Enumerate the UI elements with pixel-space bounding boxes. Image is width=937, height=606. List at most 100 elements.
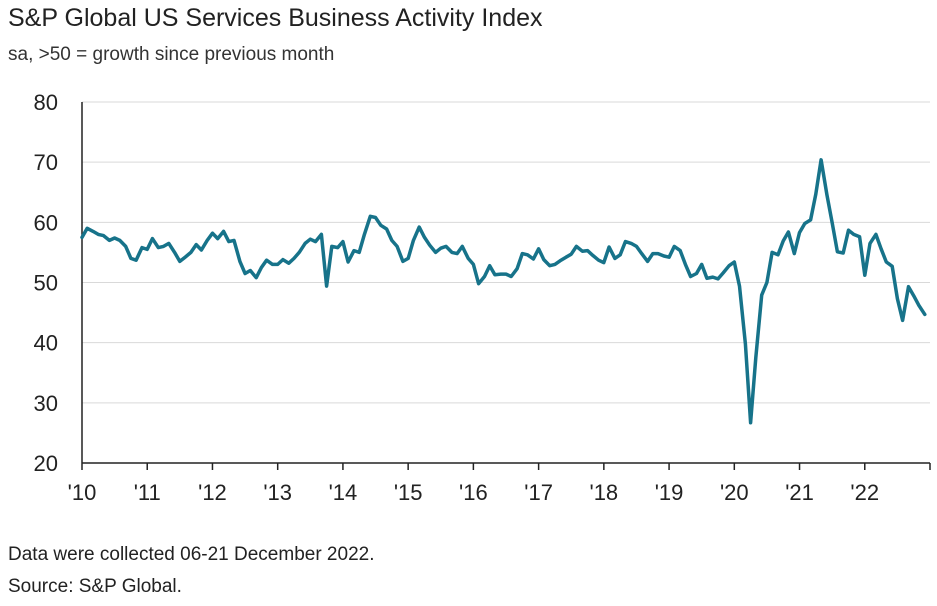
gridlines bbox=[82, 101, 930, 404]
data-point bbox=[129, 257, 132, 260]
data-point bbox=[281, 258, 284, 261]
data-point bbox=[722, 271, 725, 274]
data-point bbox=[586, 249, 589, 252]
data-point bbox=[842, 252, 845, 255]
data-point bbox=[162, 245, 165, 248]
data-point bbox=[814, 193, 817, 196]
data-point bbox=[439, 247, 442, 250]
y-tick-label: 60 bbox=[34, 210, 58, 235]
y-tick-label: 40 bbox=[34, 331, 58, 356]
data-point bbox=[86, 227, 89, 230]
x-tick-label: '19 bbox=[655, 480, 684, 505]
data-point bbox=[314, 240, 317, 243]
data-point bbox=[684, 263, 687, 266]
data-point bbox=[689, 275, 692, 278]
data-point bbox=[516, 267, 519, 270]
axes bbox=[81, 102, 930, 464]
data-point bbox=[238, 260, 241, 263]
x-tick-label: '18 bbox=[590, 480, 619, 505]
y-tick-label: 70 bbox=[34, 150, 58, 175]
data-point bbox=[467, 257, 470, 260]
data-point bbox=[597, 259, 600, 262]
x-tick-label: '16 bbox=[459, 480, 488, 505]
data-point bbox=[146, 248, 149, 251]
data-point bbox=[777, 253, 780, 256]
data-point bbox=[700, 263, 703, 266]
data-point bbox=[347, 261, 350, 264]
data-point bbox=[428, 244, 431, 247]
data-point bbox=[412, 239, 415, 242]
x-tick-label: '17 bbox=[524, 480, 553, 505]
data-collection-note: Data were collected 06-21 December 2022. bbox=[8, 544, 375, 565]
data-point bbox=[488, 264, 491, 267]
data-point bbox=[847, 229, 850, 232]
data-point bbox=[624, 240, 627, 243]
data-point bbox=[608, 246, 611, 249]
source-note: Source: S&P Global. bbox=[8, 576, 182, 597]
data-point bbox=[173, 251, 176, 254]
data-point bbox=[287, 262, 290, 265]
data-point bbox=[249, 269, 252, 272]
data-point bbox=[782, 240, 785, 243]
data-point bbox=[575, 245, 578, 248]
data-point bbox=[711, 276, 714, 279]
data-point bbox=[559, 259, 562, 262]
data-point bbox=[668, 256, 671, 259]
data-point bbox=[477, 282, 480, 285]
data-point bbox=[184, 256, 187, 259]
data-point bbox=[325, 285, 328, 288]
data-point bbox=[581, 250, 584, 253]
data-point bbox=[728, 264, 731, 267]
data-point bbox=[831, 221, 834, 224]
data-point bbox=[374, 216, 377, 219]
data-point bbox=[738, 285, 741, 288]
data-point bbox=[167, 242, 170, 245]
data-point bbox=[852, 233, 855, 236]
data-point bbox=[461, 245, 464, 248]
data-point bbox=[304, 242, 307, 245]
data-point bbox=[825, 193, 828, 196]
data-point bbox=[630, 242, 633, 245]
data-point bbox=[260, 266, 263, 269]
series-group bbox=[80, 158, 927, 425]
x-tick-label: '14 bbox=[329, 480, 358, 505]
data-point bbox=[330, 245, 333, 248]
data-point bbox=[532, 258, 535, 261]
data-point bbox=[353, 249, 356, 252]
data-point bbox=[401, 260, 404, 263]
data-point bbox=[619, 253, 622, 256]
data-point bbox=[836, 250, 839, 253]
data-point bbox=[657, 252, 660, 255]
data-point bbox=[793, 252, 796, 255]
data-point bbox=[244, 272, 247, 275]
data-point bbox=[765, 281, 768, 284]
y-axis-ticks: 20 30 40 50 60 70 80 bbox=[34, 90, 58, 476]
series-line bbox=[80, 158, 927, 425]
data-point bbox=[309, 238, 312, 241]
data-point bbox=[200, 249, 203, 252]
data-point bbox=[863, 274, 866, 277]
data-point bbox=[276, 263, 279, 266]
data-point bbox=[434, 251, 437, 254]
data-point bbox=[141, 246, 144, 249]
data-point bbox=[102, 234, 105, 237]
data-point bbox=[717, 277, 720, 280]
x-tick-label: '10 bbox=[68, 480, 97, 505]
data-point bbox=[820, 158, 823, 161]
data-point bbox=[157, 246, 160, 249]
chart-subtitle: sa, >50 = growth since previous month bbox=[8, 44, 335, 65]
data-point bbox=[195, 243, 198, 246]
data-point bbox=[521, 252, 524, 255]
data-point bbox=[885, 261, 888, 264]
data-point bbox=[787, 231, 790, 234]
data-point bbox=[673, 245, 676, 248]
y-tick-label: 50 bbox=[34, 271, 58, 296]
data-point bbox=[293, 257, 296, 260]
data-point bbox=[456, 252, 459, 255]
data-point bbox=[542, 258, 545, 261]
y-tick-label: 30 bbox=[34, 391, 58, 416]
x-tick-label: '21 bbox=[785, 480, 814, 505]
data-point bbox=[548, 264, 551, 267]
x-tick-label: '20 bbox=[720, 480, 749, 505]
data-point bbox=[379, 224, 382, 227]
